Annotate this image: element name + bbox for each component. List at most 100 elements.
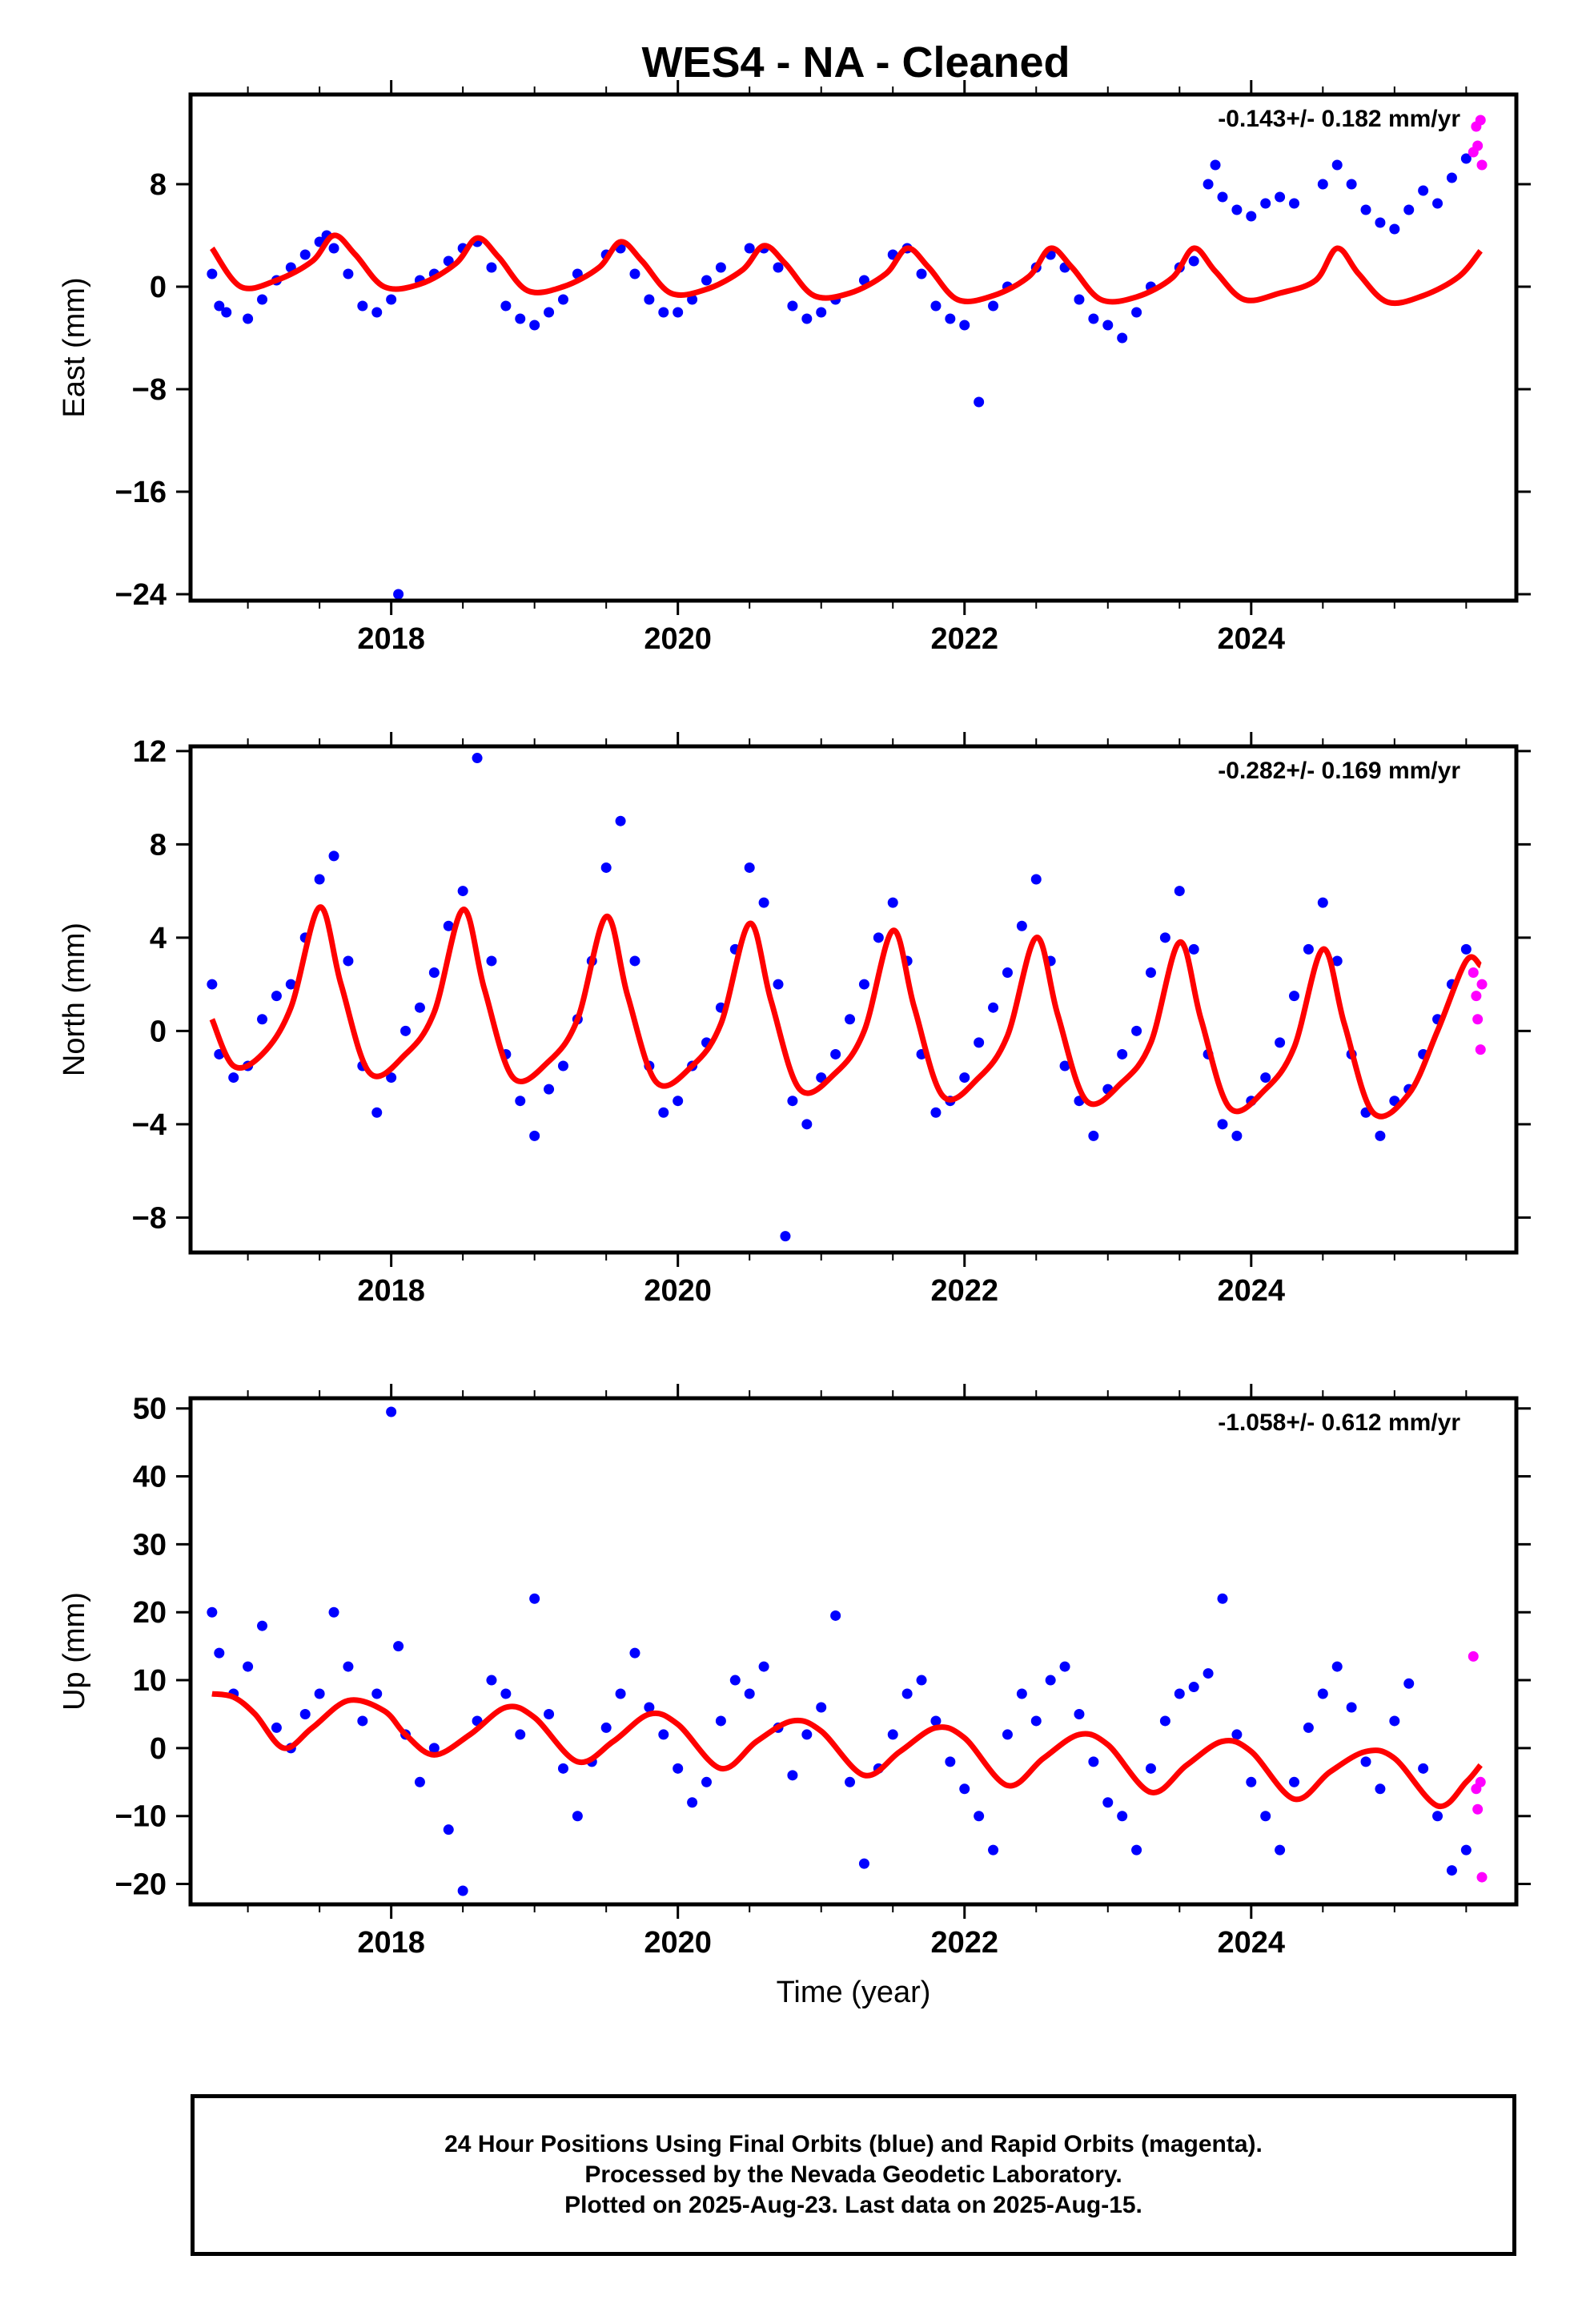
- data-point-rapid: [1472, 1803, 1484, 1815]
- data-point-final: [557, 1763, 568, 1774]
- data-point-final: [207, 1606, 218, 1618]
- data-point-final: [1088, 1756, 1099, 1767]
- data-point-final: [715, 262, 726, 273]
- data-point-final: [428, 967, 440, 979]
- data-point-final: [1303, 1722, 1314, 1733]
- data-point-final: [1460, 1844, 1472, 1856]
- data-point-final: [243, 313, 254, 324]
- data-point-final: [1074, 294, 1085, 305]
- data-point-final: [343, 955, 354, 967]
- data-point-final: [1260, 1811, 1271, 1822]
- y-tick-label: −8: [132, 1201, 167, 1235]
- data-point-final: [615, 815, 626, 826]
- data-point-final: [1117, 1048, 1128, 1059]
- rate-annotation: -0.282+/- 0.169 mm/yr: [1218, 758, 1460, 784]
- x-tick-label: 2020: [644, 1274, 712, 1308]
- data-point-final: [1432, 198, 1443, 209]
- data-point-final: [1289, 198, 1300, 209]
- data-point-final: [1188, 943, 1199, 955]
- data-point-final: [1131, 307, 1142, 318]
- data-point-final: [1203, 179, 1214, 190]
- data-point-final: [1188, 255, 1199, 267]
- data-point-final: [801, 313, 813, 324]
- y-axis-label: East (mm): [58, 277, 91, 417]
- data-point-final: [1210, 159, 1221, 171]
- x-tick-label: 2020: [644, 1926, 712, 1960]
- data-point-final: [1030, 1715, 1042, 1727]
- data-point-final: [1375, 1130, 1386, 1141]
- data-point-final: [343, 268, 354, 279]
- data-point-final: [959, 1783, 970, 1795]
- data-point-final: [858, 979, 869, 990]
- data-point-final: [314, 1688, 325, 1699]
- data-point-final: [515, 1096, 526, 1107]
- data-point-final: [1174, 1688, 1185, 1699]
- data-point-final: [1460, 943, 1472, 955]
- data-layer: [207, 753, 1488, 1242]
- data-point-final: [959, 320, 970, 331]
- data-point-final: [887, 1729, 898, 1740]
- x-tick-label: 2020: [644, 622, 712, 656]
- data-point-final: [945, 313, 956, 324]
- data-point-final: [271, 991, 282, 1002]
- data-point-final: [386, 1406, 397, 1417]
- data-point-final: [1375, 1783, 1386, 1795]
- data-point-final: [974, 1037, 985, 1048]
- data-point-final: [1045, 1675, 1056, 1686]
- data-point-final: [930, 1715, 942, 1727]
- data-point-final: [1059, 1661, 1070, 1672]
- y-tick-label: −20: [115, 1868, 167, 1902]
- data-point-final: [544, 1708, 555, 1719]
- data-point-final: [1159, 1715, 1170, 1727]
- data-point-final: [1174, 886, 1185, 897]
- y-axis-label: Up (mm): [58, 1592, 91, 1711]
- data-point-final: [1159, 932, 1170, 943]
- x-tick-label: 2024: [1218, 1274, 1286, 1308]
- y-tick-label: −10: [115, 1800, 167, 1834]
- data-point-final: [780, 1231, 791, 1242]
- data-point-final: [1217, 191, 1228, 203]
- data-point-final: [901, 1688, 913, 1699]
- data-point-final: [457, 886, 468, 897]
- x-tick-label: 2022: [930, 622, 998, 656]
- panels: 2018 2020 2022 2024 −24 −16 −8 0 8 East (mm) -0.14…: [58, 80, 1531, 1960]
- data-point-final: [1016, 920, 1027, 931]
- chart-title: WES4 - NA - Cleaned: [641, 38, 1070, 86]
- y-tick-label: 8: [150, 168, 167, 202]
- data-point-final: [1317, 897, 1328, 908]
- data-point-rapid: [1472, 1014, 1484, 1025]
- data-point-final: [299, 1708, 311, 1719]
- x-tick-label: 2022: [930, 1926, 998, 1960]
- data-point-final: [1203, 1668, 1214, 1679]
- data-point-final: [1131, 1025, 1142, 1036]
- footer-line-2: Processed by the Nevada Geodetic Laborat…: [584, 2161, 1122, 2188]
- y-tick-label: 8: [150, 828, 167, 862]
- data-point-final: [371, 1107, 383, 1118]
- x-tick-label: 2024: [1218, 622, 1286, 656]
- x-tick-label: 2018: [357, 622, 425, 656]
- data-point-final: [1446, 172, 1457, 183]
- data-point-rapid: [1471, 991, 1482, 1002]
- y-tick-label: 50: [133, 1393, 167, 1426]
- data-point-final: [1460, 153, 1472, 164]
- data-point-final: [1131, 1844, 1142, 1856]
- x-tick-label: 2022: [930, 1274, 998, 1308]
- data-point-final: [658, 307, 669, 318]
- data-point-final: [357, 300, 368, 312]
- data-point-final: [393, 1641, 404, 1652]
- data-point-final: [428, 1743, 440, 1754]
- data-point-final: [257, 294, 268, 305]
- data-point-final: [1375, 217, 1386, 228]
- y-tick-label: −24: [115, 578, 167, 612]
- y-tick-label: 30: [133, 1528, 167, 1562]
- data-point-final: [257, 1620, 268, 1631]
- data-point-final: [787, 300, 798, 312]
- data-point-final: [816, 307, 827, 318]
- data-point-final: [858, 1858, 869, 1869]
- y-tick-label: 12: [133, 735, 167, 769]
- data-point-final: [701, 275, 712, 286]
- data-point-final: [207, 268, 218, 279]
- data-point-final: [1074, 1708, 1085, 1719]
- y-tick-label: 0: [150, 1015, 167, 1048]
